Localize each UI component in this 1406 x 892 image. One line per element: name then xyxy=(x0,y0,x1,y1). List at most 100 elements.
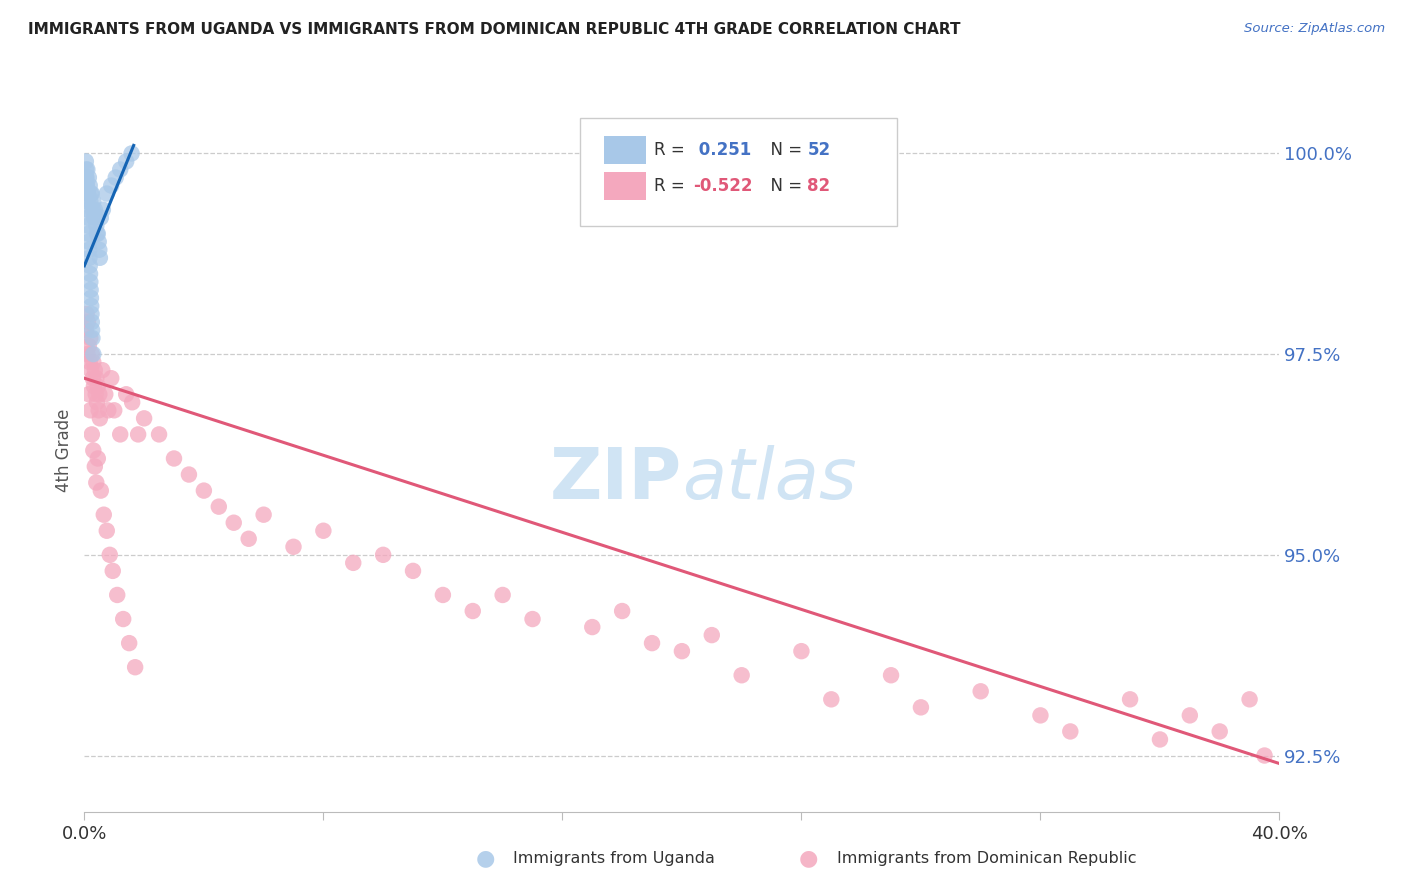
Point xyxy=(177,467,200,482)
Text: 52: 52 xyxy=(807,141,831,159)
Point xyxy=(80,299,103,313)
Point xyxy=(132,411,156,425)
Point xyxy=(79,283,101,297)
Point xyxy=(110,162,132,177)
Text: ●: ● xyxy=(475,848,495,868)
Point xyxy=(163,451,186,466)
Point xyxy=(77,186,100,201)
Point xyxy=(77,387,100,401)
Point xyxy=(91,363,114,377)
Point xyxy=(820,692,842,706)
Point xyxy=(90,483,112,498)
Point xyxy=(100,371,122,385)
Point xyxy=(77,170,100,185)
Text: R =: R = xyxy=(654,141,690,159)
Point xyxy=(77,339,100,353)
Point xyxy=(283,540,305,554)
Point xyxy=(82,202,104,217)
Point xyxy=(103,403,125,417)
Point xyxy=(97,403,120,417)
Point xyxy=(492,588,515,602)
Point xyxy=(76,347,98,361)
Point xyxy=(112,612,135,626)
Point xyxy=(612,604,634,618)
Point xyxy=(80,186,103,201)
Point xyxy=(77,211,100,225)
Point xyxy=(80,363,103,377)
Point xyxy=(910,700,932,714)
Point xyxy=(87,403,110,417)
Point xyxy=(75,154,97,169)
Point xyxy=(1253,748,1275,763)
Text: 82: 82 xyxy=(807,177,831,195)
Point xyxy=(83,211,105,225)
Point xyxy=(101,564,124,578)
Point xyxy=(77,315,100,329)
Text: N =: N = xyxy=(759,141,807,159)
Point xyxy=(87,451,110,466)
Point xyxy=(87,379,110,393)
Point xyxy=(75,170,97,185)
Text: Source: ZipAtlas.com: Source: ZipAtlas.com xyxy=(1244,22,1385,36)
Point xyxy=(83,459,105,474)
Point xyxy=(124,660,146,674)
Text: ●: ● xyxy=(799,848,818,868)
Point xyxy=(115,387,138,401)
Point xyxy=(127,427,149,442)
Point xyxy=(86,475,108,490)
Point xyxy=(76,178,98,193)
Point xyxy=(87,227,110,241)
Text: -0.522: -0.522 xyxy=(693,177,752,195)
Point xyxy=(86,395,108,409)
Point xyxy=(89,251,111,265)
Point xyxy=(1178,708,1201,723)
Point xyxy=(93,508,115,522)
Point xyxy=(1029,708,1052,723)
Point xyxy=(76,307,98,321)
Point xyxy=(80,427,103,442)
Point xyxy=(970,684,993,698)
Text: Immigrants from Dominican Republic: Immigrants from Dominican Republic xyxy=(837,851,1136,865)
Point xyxy=(86,371,108,385)
Point xyxy=(86,227,108,241)
Y-axis label: 4th Grade: 4th Grade xyxy=(55,409,73,492)
Point xyxy=(94,387,117,401)
Point xyxy=(89,243,111,257)
Text: IMMIGRANTS FROM UGANDA VS IMMIGRANTS FROM DOMINICAN REPUBLIC 4TH GRADE CORRELATI: IMMIGRANTS FROM UGANDA VS IMMIGRANTS FRO… xyxy=(28,22,960,37)
Point xyxy=(253,508,276,522)
Point xyxy=(222,516,245,530)
Point xyxy=(79,267,101,281)
Point xyxy=(75,170,97,185)
Text: Immigrants from Uganda: Immigrants from Uganda xyxy=(513,851,716,865)
Point xyxy=(402,564,425,578)
Point xyxy=(1239,692,1261,706)
Point xyxy=(96,186,118,201)
Point xyxy=(75,323,97,337)
Point xyxy=(79,194,101,209)
Point xyxy=(76,202,98,217)
Point xyxy=(115,154,138,169)
Point xyxy=(1209,724,1232,739)
Point xyxy=(671,644,693,658)
Point xyxy=(522,612,544,626)
Point xyxy=(76,186,98,201)
Point xyxy=(461,604,484,618)
Point xyxy=(80,307,103,321)
Point xyxy=(700,628,723,642)
Point xyxy=(82,323,104,337)
Point xyxy=(84,387,107,401)
Point xyxy=(79,355,101,369)
Point xyxy=(1119,692,1142,706)
Point xyxy=(80,315,103,329)
Point xyxy=(79,331,101,345)
Point xyxy=(80,347,103,361)
Point xyxy=(432,588,454,602)
Point xyxy=(90,211,112,225)
Point xyxy=(82,371,104,385)
Point xyxy=(91,202,114,217)
Point xyxy=(1149,732,1171,747)
FancyBboxPatch shape xyxy=(581,118,897,227)
Point xyxy=(82,331,104,345)
Text: R =: R = xyxy=(654,177,690,195)
Point xyxy=(581,620,603,634)
